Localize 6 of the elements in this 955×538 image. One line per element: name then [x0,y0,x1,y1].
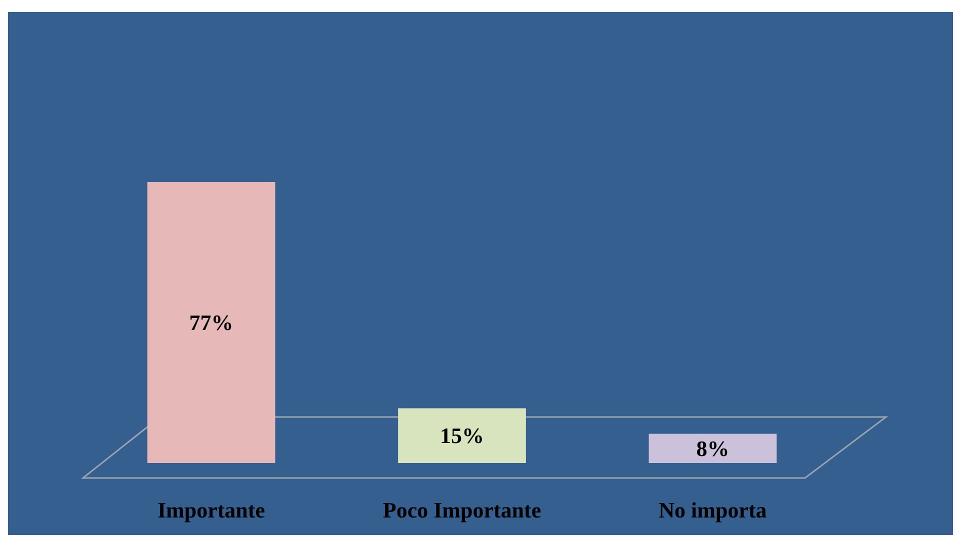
data-label: 15% [440,423,484,448]
x-tick-label: No importa [658,498,767,522]
data-label: 8% [696,436,730,461]
data-label: 77% [189,310,234,335]
x-tick-label: Poco Importante [382,498,542,522]
x-tick-label: Importante [157,498,266,522]
